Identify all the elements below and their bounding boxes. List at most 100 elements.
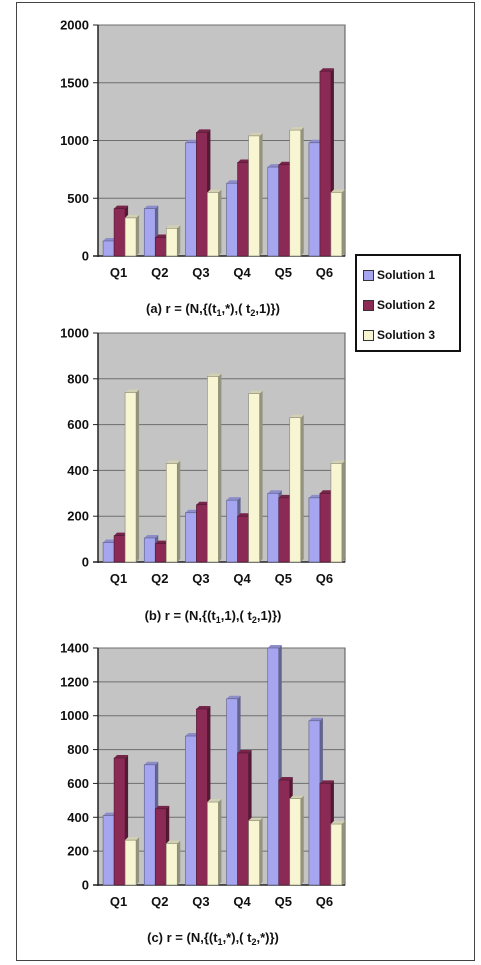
plot-area (97, 332, 346, 563)
bar-solution-3-q6 (330, 192, 343, 257)
bar-solution-1-q2 (143, 764, 156, 886)
y-tick-label: 1400 (60, 641, 89, 656)
bar-solution-1-q6 (308, 720, 321, 886)
x-tick-label: Q4 (233, 571, 251, 586)
bar-top (237, 513, 252, 517)
bar-solution-1-q1 (102, 240, 115, 257)
bar-solution-3-q3 (207, 801, 219, 886)
bar-top (289, 127, 304, 131)
bar-top (155, 540, 170, 544)
bar-top (278, 161, 293, 165)
bar-top (330, 460, 345, 464)
bar-solution-1-q3 (185, 735, 197, 886)
bar-top (237, 159, 252, 163)
bar-top (226, 497, 241, 501)
bar-solution-2-q5 (278, 497, 291, 563)
bar-solution-3-q3 (207, 376, 219, 563)
bar-top (155, 234, 170, 238)
bar-side (300, 795, 304, 885)
legend-item-solution-2: Solution 2 (363, 290, 459, 320)
legend-swatch-solution-1 (363, 269, 374, 281)
bar-top (278, 777, 293, 781)
y-tick-label: 600 (67, 776, 89, 791)
bar-top (155, 805, 170, 809)
legend-label-solution-3: Solution 3 (377, 328, 435, 342)
bar-side (259, 817, 263, 885)
bar-solution-3-q2 (165, 463, 178, 563)
bar-side (300, 127, 304, 256)
bar-top (185, 509, 200, 513)
bar-top (207, 373, 222, 377)
x-tick-label: Q3 (192, 571, 209, 586)
bar-side (218, 373, 222, 562)
bar-top (125, 389, 140, 393)
chart-caption: (b) r = (N,{(t1,1),( t2,1)}) (145, 608, 282, 625)
bar-top (267, 164, 282, 168)
legend-swatch-solution-2 (363, 299, 374, 311)
bar-solution-3-q5 (289, 129, 302, 257)
chart-a: 0 500 1000 1500 2000 Q1 Q2 Q3 Q4 Q5 Q6 (a) r = (N,{… (60, 18, 346, 318)
bar-top (289, 795, 304, 799)
bar-top (185, 733, 200, 737)
bar-solution-2-q2 (154, 808, 167, 886)
bar-top (319, 780, 334, 784)
x-tick-label: Q2 (151, 894, 168, 909)
x-tick-label: Q5 (275, 571, 292, 586)
bar-top (308, 717, 323, 721)
x-tick-label: Q6 (316, 894, 333, 909)
bar-top (166, 460, 181, 464)
bar-solution-3-q6 (330, 463, 343, 563)
y-tick-label: 200 (67, 509, 89, 524)
y-tick-label: 400 (67, 463, 89, 478)
bar-side (341, 821, 345, 885)
x-tick-label: Q2 (151, 571, 168, 586)
bar-solution-3-q6 (330, 823, 343, 886)
bar-top (207, 799, 222, 803)
bar-solution-1-q2 (143, 537, 156, 563)
bar-top (278, 494, 293, 498)
bar-solution-2-q6 (319, 783, 332, 886)
bar-solution-3-q4 (248, 393, 260, 563)
y-tick-label: 2000 (60, 18, 89, 33)
bar-top (114, 205, 129, 209)
y-tick-label: 800 (67, 371, 89, 386)
bar-top (248, 817, 263, 821)
legend-swatch-solution-3 (363, 329, 374, 341)
legend-label-solution-2: Solution 2 (377, 298, 435, 312)
bar-solution-3-q1 (124, 217, 137, 257)
bar-side (177, 460, 181, 562)
legend-item-solution-3: Solution 3 (363, 320, 459, 350)
bar-solution-2-q2 (154, 543, 167, 563)
bar-top (196, 705, 211, 709)
bar-solution-1-q1 (102, 542, 115, 563)
bar-top (144, 205, 159, 209)
y-tick-label: 800 (67, 742, 89, 757)
bar-top (289, 414, 304, 418)
bar-top (144, 761, 159, 765)
bar-solution-1-q4 (226, 499, 238, 563)
bar-top (114, 755, 129, 759)
y-tick-label: 1000 (60, 708, 89, 723)
bar-solution-3-q2 (165, 227, 178, 257)
x-tick-label: Q3 (192, 894, 209, 909)
bar-side (136, 214, 140, 256)
bar-side (218, 799, 222, 885)
x-tick-label: Q6 (316, 571, 333, 586)
bar-top (308, 139, 323, 143)
bar-solution-2-q6 (319, 492, 332, 563)
y-tick-label: 0 (82, 555, 89, 570)
bar-solution-2-q5 (278, 779, 291, 886)
bar-solution-2-q6 (319, 70, 332, 257)
bar-side (136, 837, 140, 885)
bar-top (248, 390, 263, 394)
x-tick-label: Q3 (192, 265, 209, 280)
y-tick-label: 0 (82, 249, 89, 264)
bar-solution-1-q1 (102, 815, 115, 886)
bar-solution-1-q5 (267, 166, 280, 257)
bar-solution-1-q3 (185, 142, 197, 257)
bar-top (185, 139, 200, 143)
bar-solution-1-q4 (226, 698, 238, 886)
x-tick-label: Q4 (233, 894, 251, 909)
x-tick-label: Q1 (110, 265, 127, 280)
